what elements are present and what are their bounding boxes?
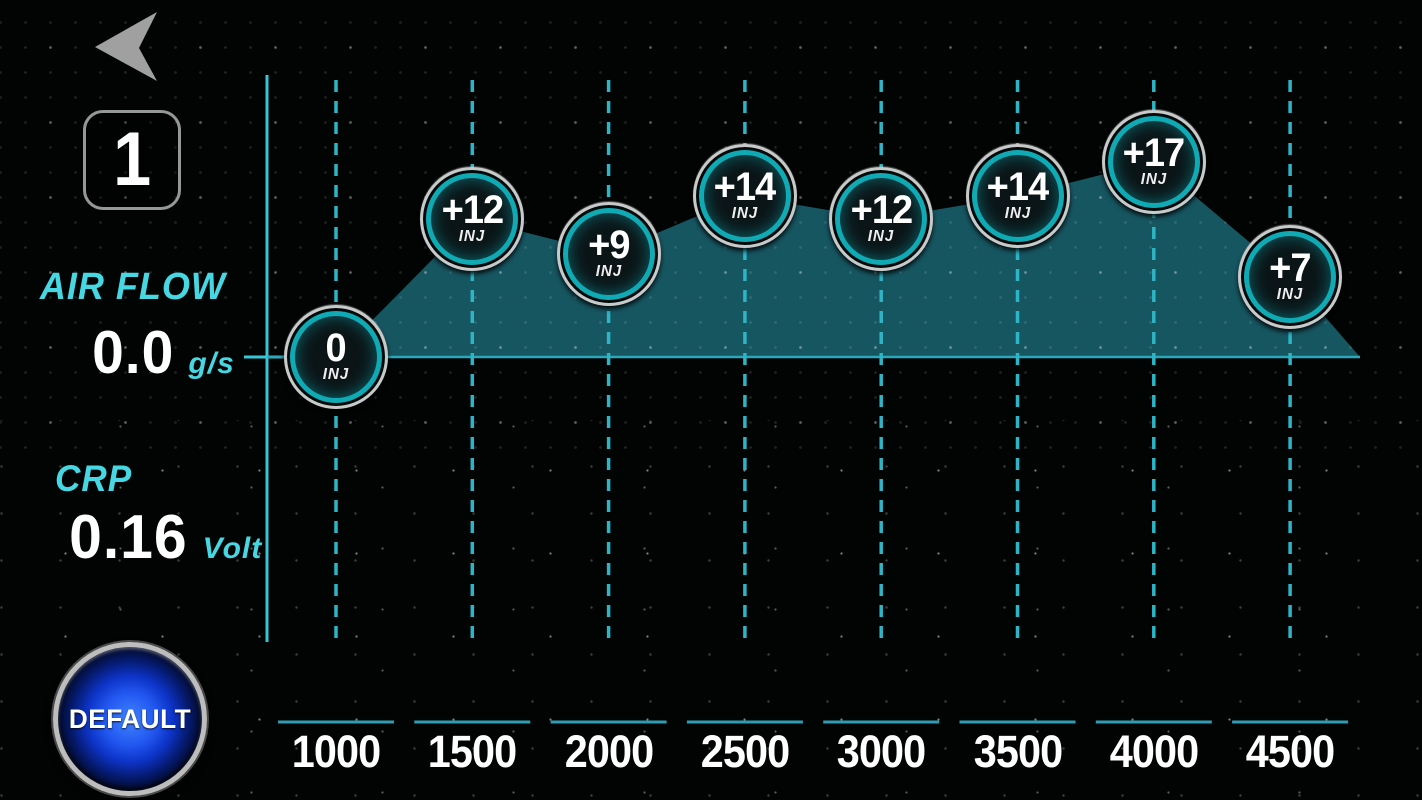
x-axis-label: 1500 — [428, 726, 517, 777]
data-point-marker[interactable]: +14 INJ — [692, 144, 797, 248]
default-button[interactable]: DEFAULT — [53, 642, 207, 796]
data-point-marker[interactable]: +7 INJ — [1238, 224, 1343, 329]
data-point-value: +7 — [1269, 245, 1311, 290]
data-point-value: +17 — [1122, 130, 1186, 175]
x-axis-label: 2000 — [564, 726, 653, 777]
x-axis-label: 4000 — [1109, 726, 1199, 777]
data-point-marker[interactable]: +12 INJ — [829, 167, 934, 271]
data-point-unit: INJ — [1276, 285, 1304, 303]
data-point-value: +14 — [714, 165, 777, 209]
x-axis-label: 2500 — [700, 726, 790, 777]
default-button-label: DEFAULT — [68, 703, 192, 734]
airflow-readout: 0.0 g/s — [90, 318, 235, 387]
data-point-unit: INJ — [731, 205, 759, 222]
data-point-value: +9 — [587, 222, 630, 267]
airflow-value: 0.0 — [92, 319, 175, 386]
x-axis-label: 4500 — [1245, 726, 1335, 777]
map-number: 1 — [112, 117, 152, 202]
data-point-marker[interactable]: +14 INJ — [965, 144, 1070, 248]
crp-label: CRP — [55, 458, 133, 499]
crp-readout: 0.16 Volt — [66, 502, 262, 573]
airflow-unit: g/s — [188, 347, 235, 380]
data-point-unit: INJ — [595, 262, 622, 280]
data-point-marker[interactable]: +9 INJ — [556, 201, 661, 306]
data-point-marker[interactable]: 0 INJ — [284, 305, 388, 409]
x-axis-label: 3500 — [973, 726, 1062, 777]
x-axis-label: 3000 — [836, 726, 926, 777]
data-point-value: 0 — [325, 326, 347, 370]
data-point-unit: INJ — [322, 366, 350, 383]
data-point-unit: INJ — [867, 228, 895, 245]
data-point-marker[interactable]: +17 INJ — [1101, 109, 1206, 214]
back-arrow-icon — [95, 12, 157, 81]
airflow-label: AIR FLOW — [39, 266, 226, 308]
data-point-value: +12 — [850, 188, 913, 232]
data-point-unit: INJ — [459, 228, 486, 245]
crp-value: 0.16 — [69, 503, 188, 572]
data-point-value: +14 — [986, 165, 1050, 209]
data-point-unit: INJ — [1140, 170, 1168, 188]
data-point-value: +12 — [441, 188, 504, 232]
back-button[interactable] — [82, 6, 172, 92]
data-point-unit: INJ — [1004, 205, 1031, 222]
map-number-selector[interactable]: 1 — [83, 110, 181, 210]
data-point-marker[interactable]: +12 INJ — [420, 167, 525, 271]
crp-unit: Volt — [202, 532, 263, 565]
x-axis-label: 1000 — [291, 726, 381, 777]
